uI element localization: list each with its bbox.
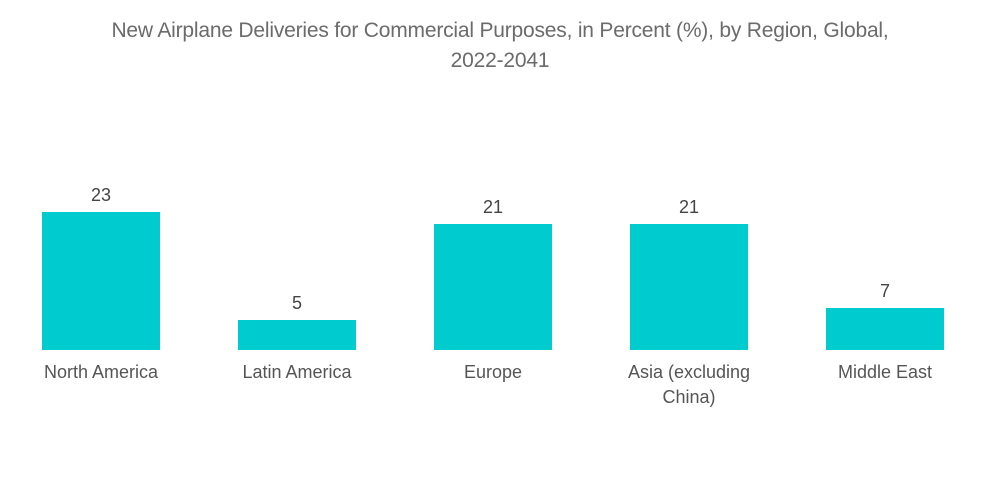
tick-label-europe: Europe (464, 362, 522, 382)
tick-label-line: China) (662, 387, 715, 407)
tick-label-line: Asia (excluding (628, 362, 750, 382)
category-labels-group: North America Latin America Europe Asia (ex… (44, 362, 932, 407)
chart-title-line-1: New Airplane Deliveries for Commercial P… (111, 19, 889, 42)
tick-label-latin-america: Latin America (242, 362, 352, 382)
chart-title: New Airplane Deliveries for Commercial P… (0, 16, 1000, 76)
tick-label-middle-east: Middle East (838, 362, 932, 382)
tick-label-asia-excluding-china: Asia (excluding China) (628, 362, 750, 407)
tick-label-line: North America (44, 362, 159, 382)
bar-asia-excluding-china (630, 224, 748, 350)
bar-latin-america (238, 320, 356, 350)
bar-middle-east (826, 308, 944, 350)
chart-title-line-2: 2022-2041 (450, 49, 550, 72)
data-label-latin-america: 5 (292, 293, 302, 313)
bar-north-america (42, 212, 160, 350)
data-label-europe: 21 (483, 197, 503, 217)
data-label-north-america: 23 (91, 185, 111, 205)
tick-label-line: Europe (464, 362, 522, 382)
bars-group (42, 212, 944, 350)
value-labels-group: 23 5 21 21 7 (91, 185, 890, 313)
tick-label-line: Latin America (242, 362, 352, 382)
bar-europe (434, 224, 552, 350)
tick-label-line: Middle East (838, 362, 932, 382)
data-label-middle-east: 7 (880, 281, 890, 301)
tick-label-north-america: North America (44, 362, 159, 382)
data-label-asia-excluding-china: 21 (679, 197, 699, 217)
